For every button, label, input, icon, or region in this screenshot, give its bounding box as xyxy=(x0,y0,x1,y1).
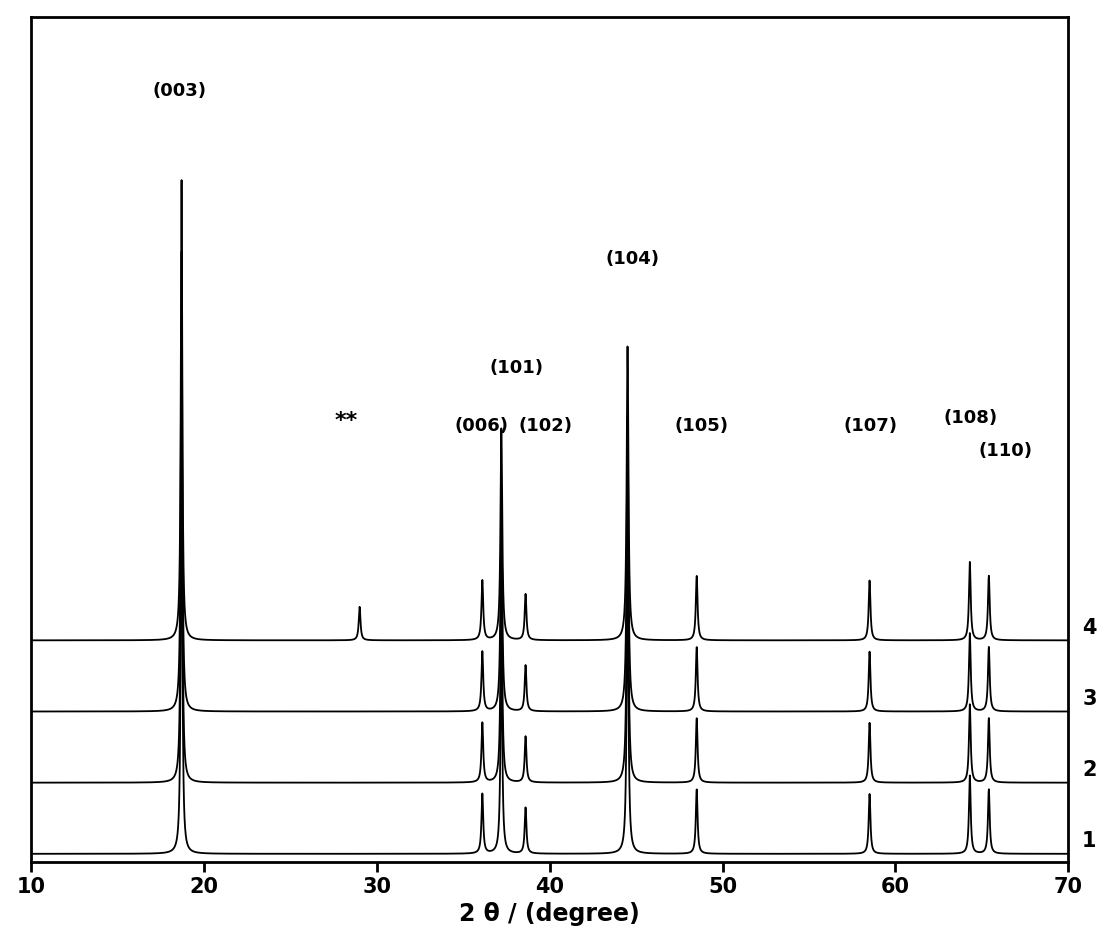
Text: (104): (104) xyxy=(605,250,659,268)
Text: 4: 4 xyxy=(1082,618,1097,637)
Text: **: ** xyxy=(334,411,358,431)
Text: (006): (006) xyxy=(454,417,509,436)
Text: (107): (107) xyxy=(843,417,898,436)
Text: (108): (108) xyxy=(944,409,998,427)
Text: (105): (105) xyxy=(674,417,728,436)
Text: (101): (101) xyxy=(489,358,543,376)
Text: (003): (003) xyxy=(152,82,207,100)
X-axis label: 2 θ / (degree): 2 θ / (degree) xyxy=(459,902,640,926)
Text: (102): (102) xyxy=(519,417,572,436)
Text: 3: 3 xyxy=(1082,689,1097,709)
Text: (110): (110) xyxy=(979,442,1032,460)
Text: 2: 2 xyxy=(1082,760,1097,780)
Text: 1: 1 xyxy=(1082,832,1097,852)
